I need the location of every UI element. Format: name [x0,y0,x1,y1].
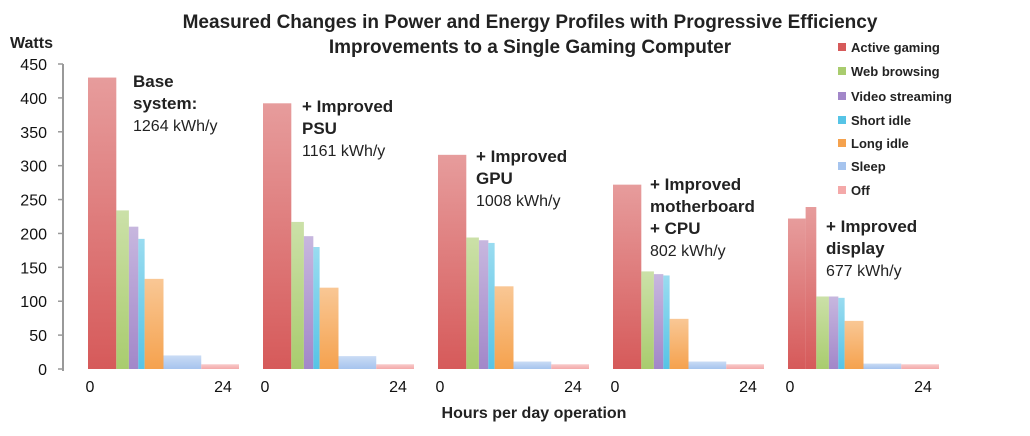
panel-1: 0 24 Base system: 1264 kWh/y [86,72,239,396]
panel-annotation-energy: 1008 kWh/y [476,193,560,210]
panel-annotation-label: motherboard [650,197,755,216]
bar-web-browsing [641,271,654,369]
x-tick-label: 0 [436,379,445,396]
panel-annotation-label: Base [133,72,174,91]
x-tick-label: 0 [786,379,795,396]
legend-swatch [838,139,846,147]
y-tick-label: 150 [20,260,47,277]
x-tick-label: 0 [261,379,270,396]
bar-sleep [513,361,552,369]
legend-swatch [838,67,846,75]
panel-2: 0 24 + Improved PSU 1161 kWh/y [261,97,414,396]
legend-label: Video streaming [851,89,952,104]
panel-annotation-label: PSU [302,119,337,138]
y-tick-label: 300 [20,159,47,176]
panel-annotation-energy: 1161 kWh/y [302,143,385,160]
y-tick-label: 100 [20,294,47,311]
panel-annotation-label: system: [133,94,197,113]
panel-annotation-energy: 1264 kWh/y [133,118,217,135]
bar-short-idle [313,247,320,369]
panel-annotation-label: + Improved [826,217,917,236]
bar-long-idle [494,286,514,369]
y-axis-label: Watts [10,35,53,52]
bar-active-gaming [88,77,117,370]
bar-sleep [688,361,727,369]
y-tick-label: 400 [20,91,47,108]
panel-annotation-label: + Improved [650,175,741,194]
panel-annotation-label: GPU [476,169,513,188]
y-tick-label: 50 [29,328,47,345]
bar-video-streaming [303,236,314,369]
bar-off [901,364,939,369]
panel-annotation-energy: 802 kWh/y [650,243,726,260]
panels: 0 24 Base system: 1264 kWh/y 0 24 + Improved PSU… [86,72,939,396]
y-axis: 0 50 100 150 200 250 300 350 400 450 [20,57,64,379]
legend-label: Long idle [851,136,909,151]
panel-annotation-label: + CPU [650,219,701,238]
bar-active-gaming [613,184,642,369]
bar-active-gaming [438,154,467,369]
bar-web-browsing [116,210,129,369]
bar-short-idle [138,238,145,369]
bar-video-streaming [478,240,489,369]
x-tick-label: 24 [739,379,757,396]
x-tick-label: 24 [214,379,232,396]
x-tick-label: 24 [914,379,932,396]
panel-annotation-energy: 677 kWh/y [826,263,902,280]
legend-label: Sleep [851,159,886,174]
bar-off [376,364,414,369]
bar-long-idle [844,320,864,369]
bar-web-browsing [816,296,829,369]
panel-3: 0 24 + Improved GPU 1008 kWh/y [436,147,589,396]
legend-swatch [838,116,846,124]
legend-label: Short idle [851,113,911,128]
legend-label: Off [851,183,870,198]
bar-video-streaming [653,274,664,369]
bar-long-idle [144,278,164,369]
legend-swatch [838,43,846,51]
y-tick-label: 0 [38,362,47,379]
bar-short-idle [663,275,670,369]
legend-swatch [838,92,846,100]
bar-long-idle [319,287,339,369]
bar-off [551,364,589,369]
chart-title-line-2: Improvements to a Single Gaming Computer [329,37,732,58]
bar-sleep [338,356,377,369]
x-tick-label: 24 [564,379,582,396]
x-tick-label: 24 [389,379,407,396]
legend-label: Web browsing [851,64,940,79]
bar-sleep [863,363,902,369]
legend-swatch [838,162,846,170]
panel-annotation-label: + Improved [302,97,393,116]
bar-off [726,364,764,369]
bar-web-browsing [291,221,304,369]
y-tick-label: 250 [20,193,47,210]
chart-title-line-1: Measured Changes in Power and Energy Pro… [183,12,878,33]
x-tick-label: 0 [611,379,620,396]
panel-annotation-label: + Improved [476,147,567,166]
bar-sleep [163,355,202,369]
panel-4: 0 24 + Improved motherboard + CPU 802 kWh/y [611,175,764,396]
bar-long-idle [669,318,689,369]
legend-label: Active gaming [851,40,940,55]
y-tick-label: 200 [20,226,47,243]
bar-active-gaming [805,207,817,369]
bar-active-gaming [263,103,292,370]
bar-web-browsing [466,237,479,369]
bar-short-idle [838,297,845,369]
bar-off [201,364,239,369]
legend: Active gaming Web browsing Video streaming… [838,40,952,198]
panel-annotation-label: display [826,239,885,258]
bar-video-streaming [128,226,139,369]
x-axis-label: Hours per day operation [442,405,627,422]
bar-active-gaming [788,218,806,369]
x-tick-label: 0 [86,379,95,396]
bar-short-idle [488,242,495,369]
legend-swatch [838,186,846,194]
y-tick-label: 350 [20,125,47,142]
y-tick-label: 450 [20,57,47,74]
panel-5: 0 24 + Improved display 677 kWh/y [786,207,939,396]
bar-video-streaming [828,296,839,369]
